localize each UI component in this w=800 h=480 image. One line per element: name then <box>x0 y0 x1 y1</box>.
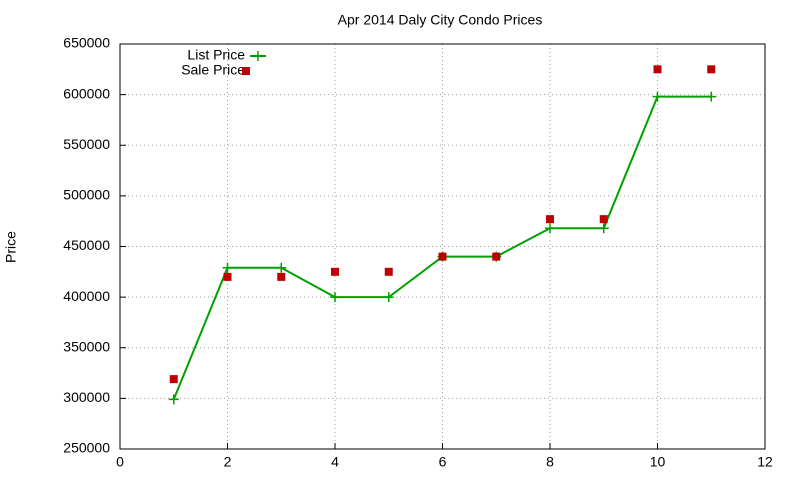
data-point <box>492 252 501 261</box>
data-point <box>546 215 554 224</box>
y-axis-label: Price <box>3 231 19 263</box>
data-point <box>384 267 393 276</box>
y-tick-label: 450000 <box>63 237 110 253</box>
data-point <box>276 262 287 273</box>
data-point <box>383 292 394 303</box>
y-tick-label: 300000 <box>63 389 110 405</box>
data-point <box>438 252 447 261</box>
x-tick-label: 4 <box>331 454 339 470</box>
data-point <box>277 272 286 281</box>
data-point <box>706 91 717 102</box>
data-point <box>169 375 178 384</box>
legend-marker <box>242 67 250 75</box>
x-tick-label: 0 <box>116 454 124 470</box>
data-point <box>330 292 340 303</box>
data-point <box>222 262 233 273</box>
data-point <box>168 394 179 405</box>
y-tick-label: 250000 <box>63 440 110 456</box>
y-tick-label: 600000 <box>63 85 110 101</box>
data-point <box>599 215 608 224</box>
plot-border <box>119 43 766 450</box>
x-tick-label: 2 <box>224 454 232 470</box>
y-tick-label: 350000 <box>63 338 110 354</box>
data-point <box>653 65 662 74</box>
x-tick-label: 10 <box>650 454 666 470</box>
legend-marker <box>253 51 263 61</box>
legend-label: Sale Price <box>181 62 245 78</box>
y-tick-label: 500000 <box>63 187 110 203</box>
data-point <box>545 223 555 234</box>
y-tick-label: 650000 <box>63 35 110 51</box>
x-tick-label: 8 <box>546 454 554 470</box>
y-tick-label: 400000 <box>63 288 110 304</box>
x-tick-label: 12 <box>757 454 773 470</box>
data-point <box>223 272 232 281</box>
legend-label: List Price <box>187 47 245 63</box>
data-point <box>331 267 339 276</box>
data-point <box>707 65 716 74</box>
chart-title: Apr 2014 Daly City Condo Prices <box>338 12 543 28</box>
x-tick-label: 6 <box>439 454 447 470</box>
data-point <box>598 223 609 234</box>
y-tick-label: 550000 <box>63 136 110 152</box>
data-point <box>652 91 663 102</box>
